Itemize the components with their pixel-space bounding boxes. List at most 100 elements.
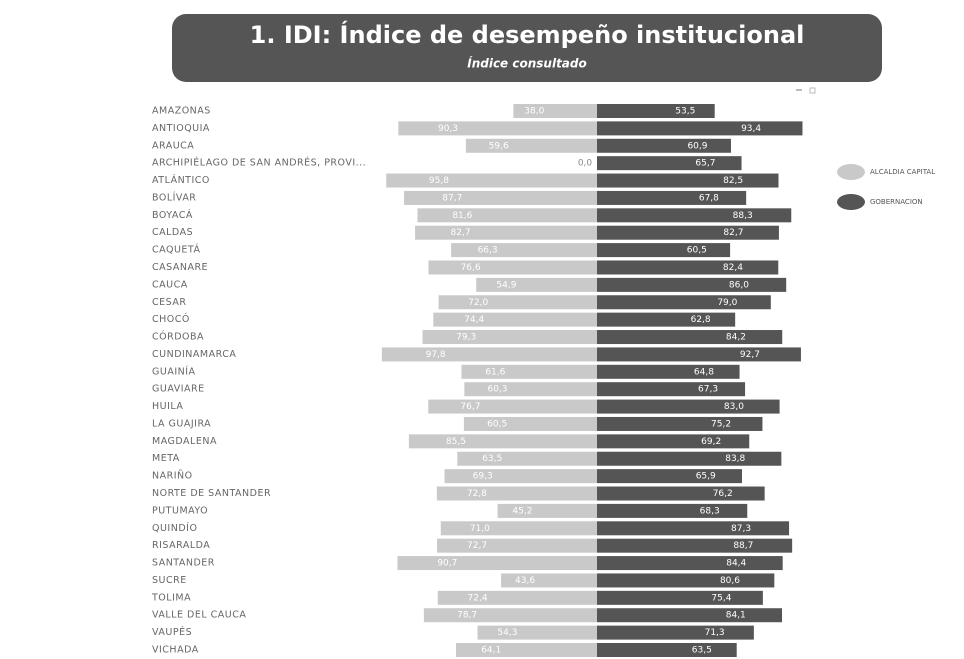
category-label: NARIÑO [152, 471, 193, 482]
menu-icon[interactable] [796, 89, 802, 91]
category-label: CASANARE [152, 262, 208, 273]
category-label: CALDAS [152, 227, 193, 238]
bar [597, 434, 750, 449]
legend-label: ALCALDIA CAPITAL [870, 168, 935, 176]
bar [597, 416, 763, 431]
bar [597, 121, 803, 136]
category-label: TOLIMA [151, 592, 191, 603]
chart-subtitle: Índice consultado [467, 56, 587, 71]
category-label: GUAINÍA [152, 365, 196, 377]
bar [440, 521, 597, 536]
value-label: 82,7 [451, 228, 471, 238]
bar [417, 208, 597, 223]
bar [451, 243, 597, 258]
category-label: META [152, 453, 180, 464]
value-label: 60,9 [687, 141, 707, 151]
bar [386, 173, 597, 188]
bar [408, 434, 597, 449]
value-label: 90,7 [437, 559, 457, 569]
bar [597, 451, 782, 466]
category-label: CAQUETÁ [152, 244, 200, 256]
value-label: 54,3 [497, 628, 517, 638]
category-label: QUINDÍO [152, 522, 197, 534]
value-label: 87,7 [442, 193, 462, 203]
value-label: 88,3 [733, 211, 753, 221]
value-label: 76,2 [713, 489, 733, 499]
value-label: 93,4 [741, 124, 761, 134]
category-label: MAGDALENA [152, 436, 217, 447]
bar [597, 173, 779, 188]
category-label: LA GUAJIRA [152, 418, 211, 429]
value-label: 82,4 [723, 263, 743, 273]
legend-label: GOBERNACION [870, 198, 923, 206]
value-label: 74,4 [464, 315, 484, 325]
value-label: 84,2 [726, 333, 746, 343]
value-label: 67,8 [699, 193, 719, 203]
category-label: CAUCA [152, 279, 188, 290]
value-label: 76,7 [460, 402, 480, 412]
category-label: CÓRDOBA [152, 331, 204, 343]
bar [428, 399, 597, 414]
bar [438, 295, 597, 310]
value-label: 60,5 [487, 419, 507, 429]
value-label: 71,3 [705, 628, 725, 638]
value-label: 43,6 [515, 576, 535, 586]
value-label: 81,6 [452, 211, 472, 221]
category-label: VALLE DEL CAUCA [152, 610, 246, 621]
value-label: 64,8 [694, 367, 714, 377]
bar [597, 382, 746, 397]
bar [597, 521, 790, 536]
bar [597, 538, 793, 553]
value-label: 82,5 [723, 176, 743, 186]
bar [477, 625, 597, 640]
category-label: CESAR [152, 297, 186, 308]
value-label: 78,7 [457, 611, 477, 621]
bar [404, 190, 597, 205]
bar [457, 451, 597, 466]
bar [463, 416, 597, 431]
category-label: SUCRE [152, 575, 187, 586]
value-label: 79,3 [456, 333, 476, 343]
bar [397, 556, 597, 571]
bar [597, 347, 801, 362]
bar [597, 608, 783, 623]
value-label: 82,7 [723, 228, 743, 238]
bar [444, 469, 597, 484]
bar [597, 590, 763, 605]
value-label: 83,0 [724, 402, 744, 412]
value-label: 54,9 [496, 280, 516, 290]
bar [465, 138, 597, 153]
toolbar-icons[interactable] [796, 87, 816, 94]
value-label: 61,6 [485, 367, 505, 377]
bar [476, 277, 597, 292]
bar [597, 156, 742, 171]
expand-icon[interactable] [809, 87, 816, 94]
bar [597, 556, 783, 571]
bar [597, 225, 779, 240]
value-label: 76,6 [461, 263, 481, 273]
bar [597, 312, 736, 327]
value-label: 66,3 [478, 246, 498, 256]
value-label: 72,7 [467, 541, 487, 551]
value-label: 69,3 [473, 472, 493, 482]
category-label: CUNDINAMARCA [152, 349, 236, 360]
value-label: 60,3 [487, 385, 507, 395]
bar [597, 243, 731, 258]
category-label: RISARALDA [152, 540, 210, 551]
bar [437, 590, 597, 605]
legend-swatch [837, 164, 865, 180]
category-label: ATLÁNTICO [152, 174, 210, 186]
value-label: 0,0 [578, 159, 593, 169]
bar [398, 121, 597, 136]
value-label: 53,5 [675, 107, 695, 117]
bar [464, 382, 597, 397]
value-label: 97,8 [426, 350, 446, 360]
value-label: 84,1 [726, 611, 746, 621]
title-banner [172, 14, 882, 82]
bar [597, 503, 748, 518]
value-label: 75,2 [711, 419, 731, 429]
value-label: 45,2 [512, 506, 532, 516]
bar [437, 538, 597, 553]
bar [597, 330, 783, 345]
value-label: 65,9 [696, 472, 716, 482]
